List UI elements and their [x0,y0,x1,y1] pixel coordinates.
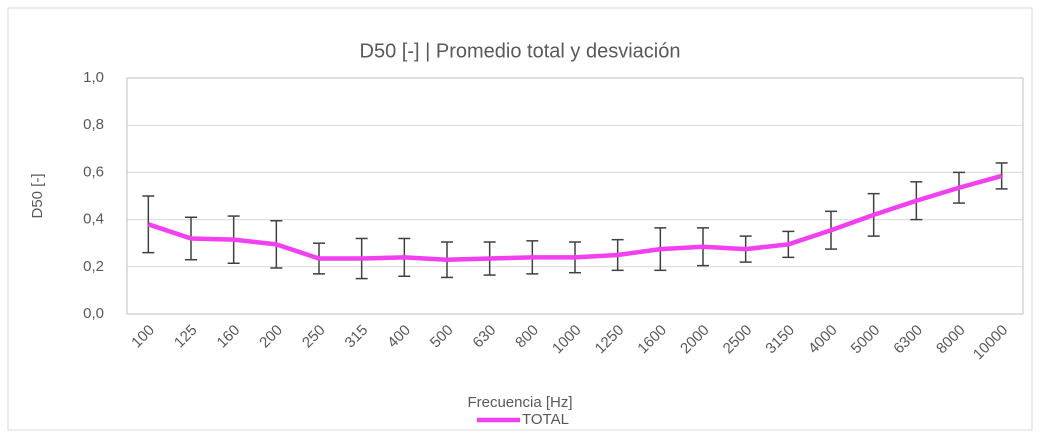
y-tick-label: 0,4 [83,211,104,228]
chart-title: D50 [-] | Promedio total y desviación [360,40,681,62]
x-axis-label: Frecuencia [Hz] [467,394,572,411]
data-line [147,173,1003,262]
y-tick-label: 0,0 [83,305,104,322]
y-axis-label: D50 [-] [29,173,46,218]
y-tick-label: 0,2 [83,258,104,275]
plot-area [126,77,1024,315]
chart-frame [7,7,1033,431]
legend-label: TOTAL [522,411,569,428]
y-tick-label: 0,6 [83,163,104,180]
y-tick-label: 1,0 [83,69,104,86]
y-tick-label: 0,8 [83,116,104,133]
